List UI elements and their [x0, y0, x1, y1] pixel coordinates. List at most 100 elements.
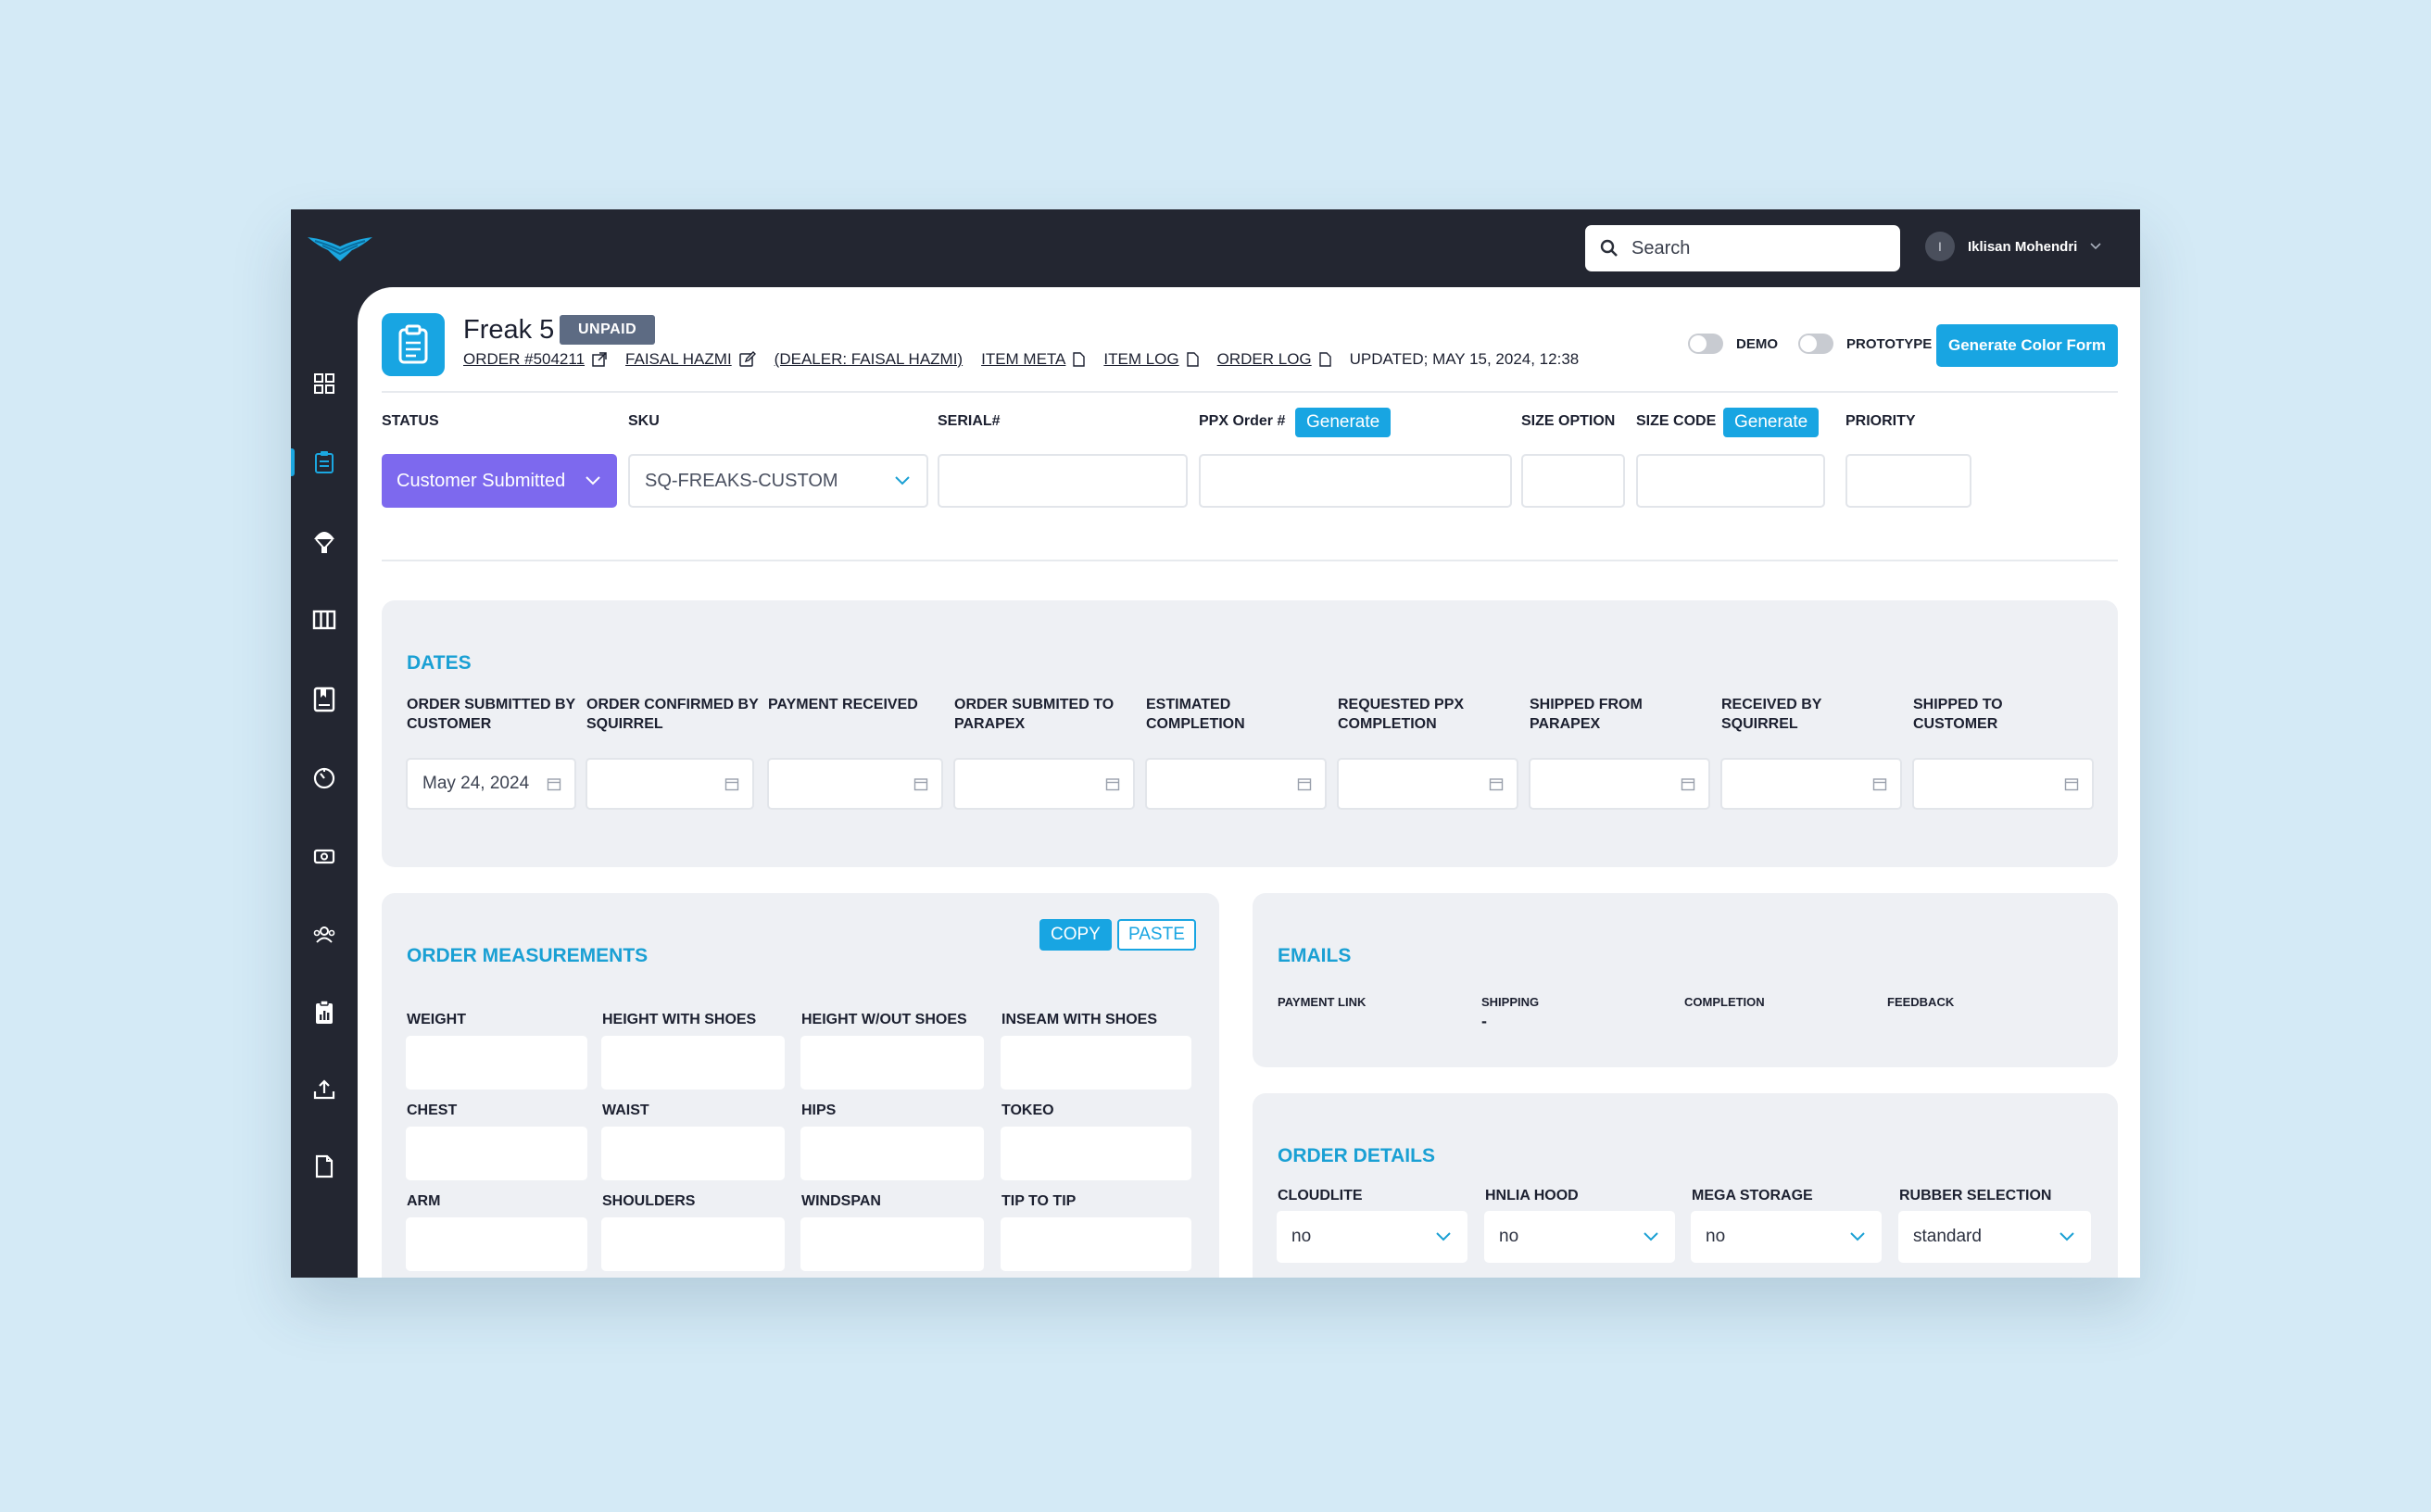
page-title: Freak 5 — [463, 315, 555, 345]
paste-button[interactable]: PASTE — [1117, 919, 1196, 951]
divider — [382, 391, 2118, 393]
priority-label: PRIORITY — [1845, 413, 1916, 429]
date-label: SHIPPED FROM PARAPEX — [1530, 697, 1643, 732]
date-shipped-parapex[interactable] — [1529, 758, 1710, 810]
size-code-generate-button[interactable]: Generate — [1723, 408, 1820, 437]
measurement-label: TIP TO TIP — [1001, 1193, 1077, 1209]
order-details-panel: ORDER DETAILS CLOUDLITE no HNLIA HOOD no… — [1253, 1093, 2118, 1278]
prototype-label: PROTOTYPE — [1846, 335, 1933, 352]
date-submitted-parapex[interactable] — [953, 758, 1135, 810]
hips-input[interactable] — [800, 1127, 984, 1180]
calendar-icon — [1872, 778, 1887, 791]
sidebar-item-parachute[interactable] — [291, 518, 358, 564]
chevron-down-icon — [586, 476, 600, 485]
date-requested-ppx[interactable] — [1337, 758, 1518, 810]
sidebar-item-payments[interactable] — [291, 833, 358, 879]
date-shipped-customer[interactable] — [1912, 758, 2094, 810]
serial-input[interactable] — [938, 454, 1188, 508]
customer-name: FAISAL HAZMI — [625, 350, 732, 368]
sidebar-item-gauge[interactable] — [291, 755, 358, 801]
detail-label: MEGA STORAGE — [1692, 1188, 1813, 1203]
chest-input[interactable] — [406, 1127, 587, 1180]
file-icon — [1186, 352, 1199, 367]
copy-button[interactable]: COPY — [1039, 919, 1112, 951]
date-payment-received[interactable] — [767, 758, 943, 810]
inseam-input[interactable] — [1001, 1036, 1191, 1090]
emails-panel: EMAILS PAYMENT LINK SHIPPING - COMPLETIO… — [1253, 893, 2118, 1067]
sidebar-item-catalog[interactable] — [291, 676, 358, 723]
tokeo-input[interactable] — [1001, 1127, 1191, 1180]
sidebar-item-reports[interactable] — [291, 989, 358, 1036]
shoulders-input[interactable] — [601, 1217, 785, 1271]
prototype-toggle[interactable] — [1798, 334, 1833, 354]
chevron-down-icon — [1436, 1232, 1451, 1241]
dealer-link[interactable]: (DEALER: FAISAL HAZMI) — [774, 350, 964, 368]
chevron-down-icon — [895, 476, 910, 485]
calendar-icon — [1297, 778, 1312, 791]
hood-select[interactable]: no — [1484, 1211, 1675, 1263]
sidebar-item-users[interactable] — [291, 912, 358, 958]
date-received-squirrel[interactable] — [1720, 758, 1902, 810]
user-menu[interactable]: I Iklisan Mohendri — [1925, 232, 2101, 261]
date-estimated-completion[interactable] — [1145, 758, 1327, 810]
windspan-input[interactable] — [800, 1217, 984, 1271]
sidebar-item-upload[interactable] — [291, 1066, 358, 1113]
calendar-icon — [2064, 778, 2079, 791]
sku-select[interactable]: SQ-FREAKS-CUSTOM — [628, 454, 928, 508]
measurement-label: HIPS — [801, 1102, 837, 1118]
size-option-label: SIZE OPTION — [1521, 413, 1616, 429]
chevron-down-icon — [2059, 1232, 2074, 1241]
calendar-icon — [1489, 778, 1504, 791]
reports-icon — [316, 1000, 333, 1024]
size-option-input[interactable] — [1521, 454, 1625, 508]
mode-toggles: DEMO PROTOTYPE — [1688, 334, 1932, 354]
order-link[interactable]: ORDER #504211 — [463, 350, 607, 369]
email-label: SHIPPING — [1481, 995, 1540, 1009]
email-value: - — [1481, 1012, 1487, 1030]
height-with-shoes-input[interactable] — [601, 1036, 785, 1090]
date-label: ORDER SUBMITED TO PARAPEX — [954, 697, 1115, 732]
height-without-shoes-input[interactable] — [800, 1036, 984, 1090]
brand-logo-icon[interactable] — [306, 233, 374, 265]
clipboard-icon — [398, 324, 428, 364]
status-select[interactable]: Customer Submitted — [382, 454, 617, 508]
sku-label: SKU — [628, 413, 660, 429]
parachute-icon — [314, 532, 334, 553]
order-log-link[interactable]: ORDER LOG — [1217, 350, 1331, 369]
demo-toggle[interactable] — [1688, 334, 1723, 354]
arm-input[interactable] — [406, 1217, 587, 1271]
search-input[interactable]: Search — [1585, 225, 1900, 271]
tip-to-tip-input[interactable] — [1001, 1217, 1191, 1271]
priority-input[interactable] — [1845, 454, 1971, 508]
waist-input[interactable] — [601, 1127, 785, 1180]
sidebar-item-columns[interactable] — [291, 597, 358, 643]
order-log-label: ORDER LOG — [1216, 350, 1312, 368]
sidebar-item-dashboard[interactable] — [291, 360, 358, 407]
date-order-submitted[interactable]: May 24, 2024 — [406, 758, 576, 810]
upload-icon — [313, 1079, 335, 1100]
mega-storage-select[interactable]: no — [1691, 1211, 1882, 1263]
measurement-label: SHOULDERS — [602, 1193, 696, 1209]
date-order-confirmed[interactable] — [586, 758, 754, 810]
calendar-icon — [913, 778, 928, 791]
item-log-label: ITEM LOG — [1103, 350, 1179, 368]
cloudlite-select[interactable]: no — [1277, 1211, 1467, 1263]
item-log-link[interactable]: ITEM LOG — [1103, 350, 1199, 369]
detail-label: HNLIA HOOD — [1485, 1188, 1579, 1203]
weight-input[interactable] — [406, 1036, 587, 1090]
ppx-order-input[interactable] — [1199, 454, 1512, 508]
top-bar: Search I Iklisan Mohendri — [291, 209, 2140, 287]
size-code-input[interactable] — [1636, 454, 1825, 508]
rubber-selection-select[interactable]: standard — [1898, 1211, 2091, 1263]
generate-color-form-button[interactable]: Generate Color Form — [1936, 324, 2118, 367]
item-meta-link[interactable]: ITEM META — [981, 350, 1086, 369]
columns-icon — [312, 610, 336, 630]
date-label: ORDER SUBMITTED BY CUSTOMER — [407, 697, 575, 732]
dates-title: DATES — [407, 652, 472, 674]
customer-link[interactable]: FAISAL HAZMI — [625, 350, 756, 369]
ppx-generate-button[interactable]: Generate — [1295, 408, 1392, 437]
sidebar-item-documents[interactable] — [291, 1143, 358, 1190]
divider — [382, 560, 2118, 561]
sidebar-item-orders[interactable] — [291, 439, 358, 485]
chevron-down-icon — [1644, 1232, 1658, 1241]
